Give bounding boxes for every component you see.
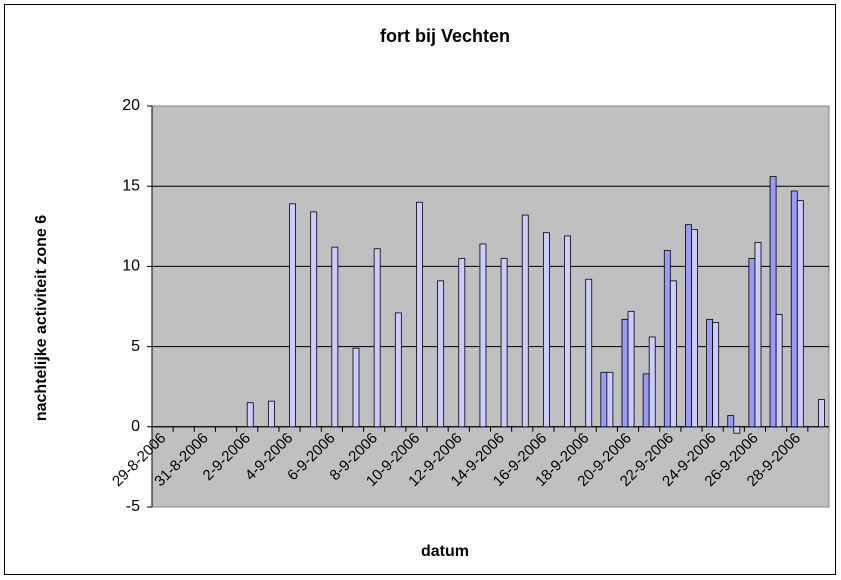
x-axis-label: datum bbox=[421, 543, 469, 560]
bar bbox=[373, 248, 381, 428]
bar bbox=[479, 243, 487, 428]
bar bbox=[500, 257, 508, 428]
bar bbox=[769, 176, 777, 428]
bar bbox=[706, 318, 714, 428]
bar bbox=[621, 318, 629, 428]
bar bbox=[458, 257, 466, 428]
bar bbox=[669, 280, 677, 428]
y-tick-label: 0 bbox=[131, 418, 140, 435]
bar bbox=[775, 314, 783, 428]
bar bbox=[790, 190, 798, 428]
bar bbox=[585, 278, 593, 428]
bar bbox=[691, 229, 698, 428]
bar bbox=[642, 373, 650, 428]
bar bbox=[331, 246, 339, 428]
bar bbox=[727, 415, 735, 428]
y-tick-label: -5 bbox=[126, 498, 140, 515]
bar bbox=[521, 214, 529, 428]
bar bbox=[394, 312, 402, 428]
y-axis-label: nachtelijke activiteit zone 6 bbox=[33, 215, 50, 421]
chart-title: fort bij Vechten bbox=[380, 26, 510, 46]
y-tick-label: 20 bbox=[122, 97, 140, 114]
bar bbox=[818, 399, 825, 428]
bar bbox=[416, 201, 423, 428]
bar bbox=[712, 322, 720, 428]
bar bbox=[310, 211, 318, 428]
y-tick-label: 5 bbox=[131, 338, 140, 355]
bar bbox=[246, 402, 254, 428]
bar bbox=[663, 249, 671, 428]
bar bbox=[267, 400, 275, 428]
bar bbox=[437, 280, 445, 428]
bar bbox=[542, 232, 550, 428]
bar bbox=[796, 200, 804, 428]
bar bbox=[600, 371, 608, 428]
bar bbox=[606, 371, 614, 428]
y-tick-label: 15 bbox=[122, 177, 140, 194]
y-tick-label: 10 bbox=[122, 258, 140, 275]
bar bbox=[627, 310, 635, 428]
bar bbox=[754, 241, 762, 428]
bar bbox=[648, 336, 656, 428]
bar bbox=[733, 426, 741, 434]
bar bbox=[685, 224, 692, 428]
bar bbox=[564, 235, 571, 428]
bar bbox=[748, 257, 756, 428]
bar bbox=[289, 203, 296, 428]
bar bbox=[352, 347, 360, 428]
plot-area bbox=[151, 105, 830, 508]
